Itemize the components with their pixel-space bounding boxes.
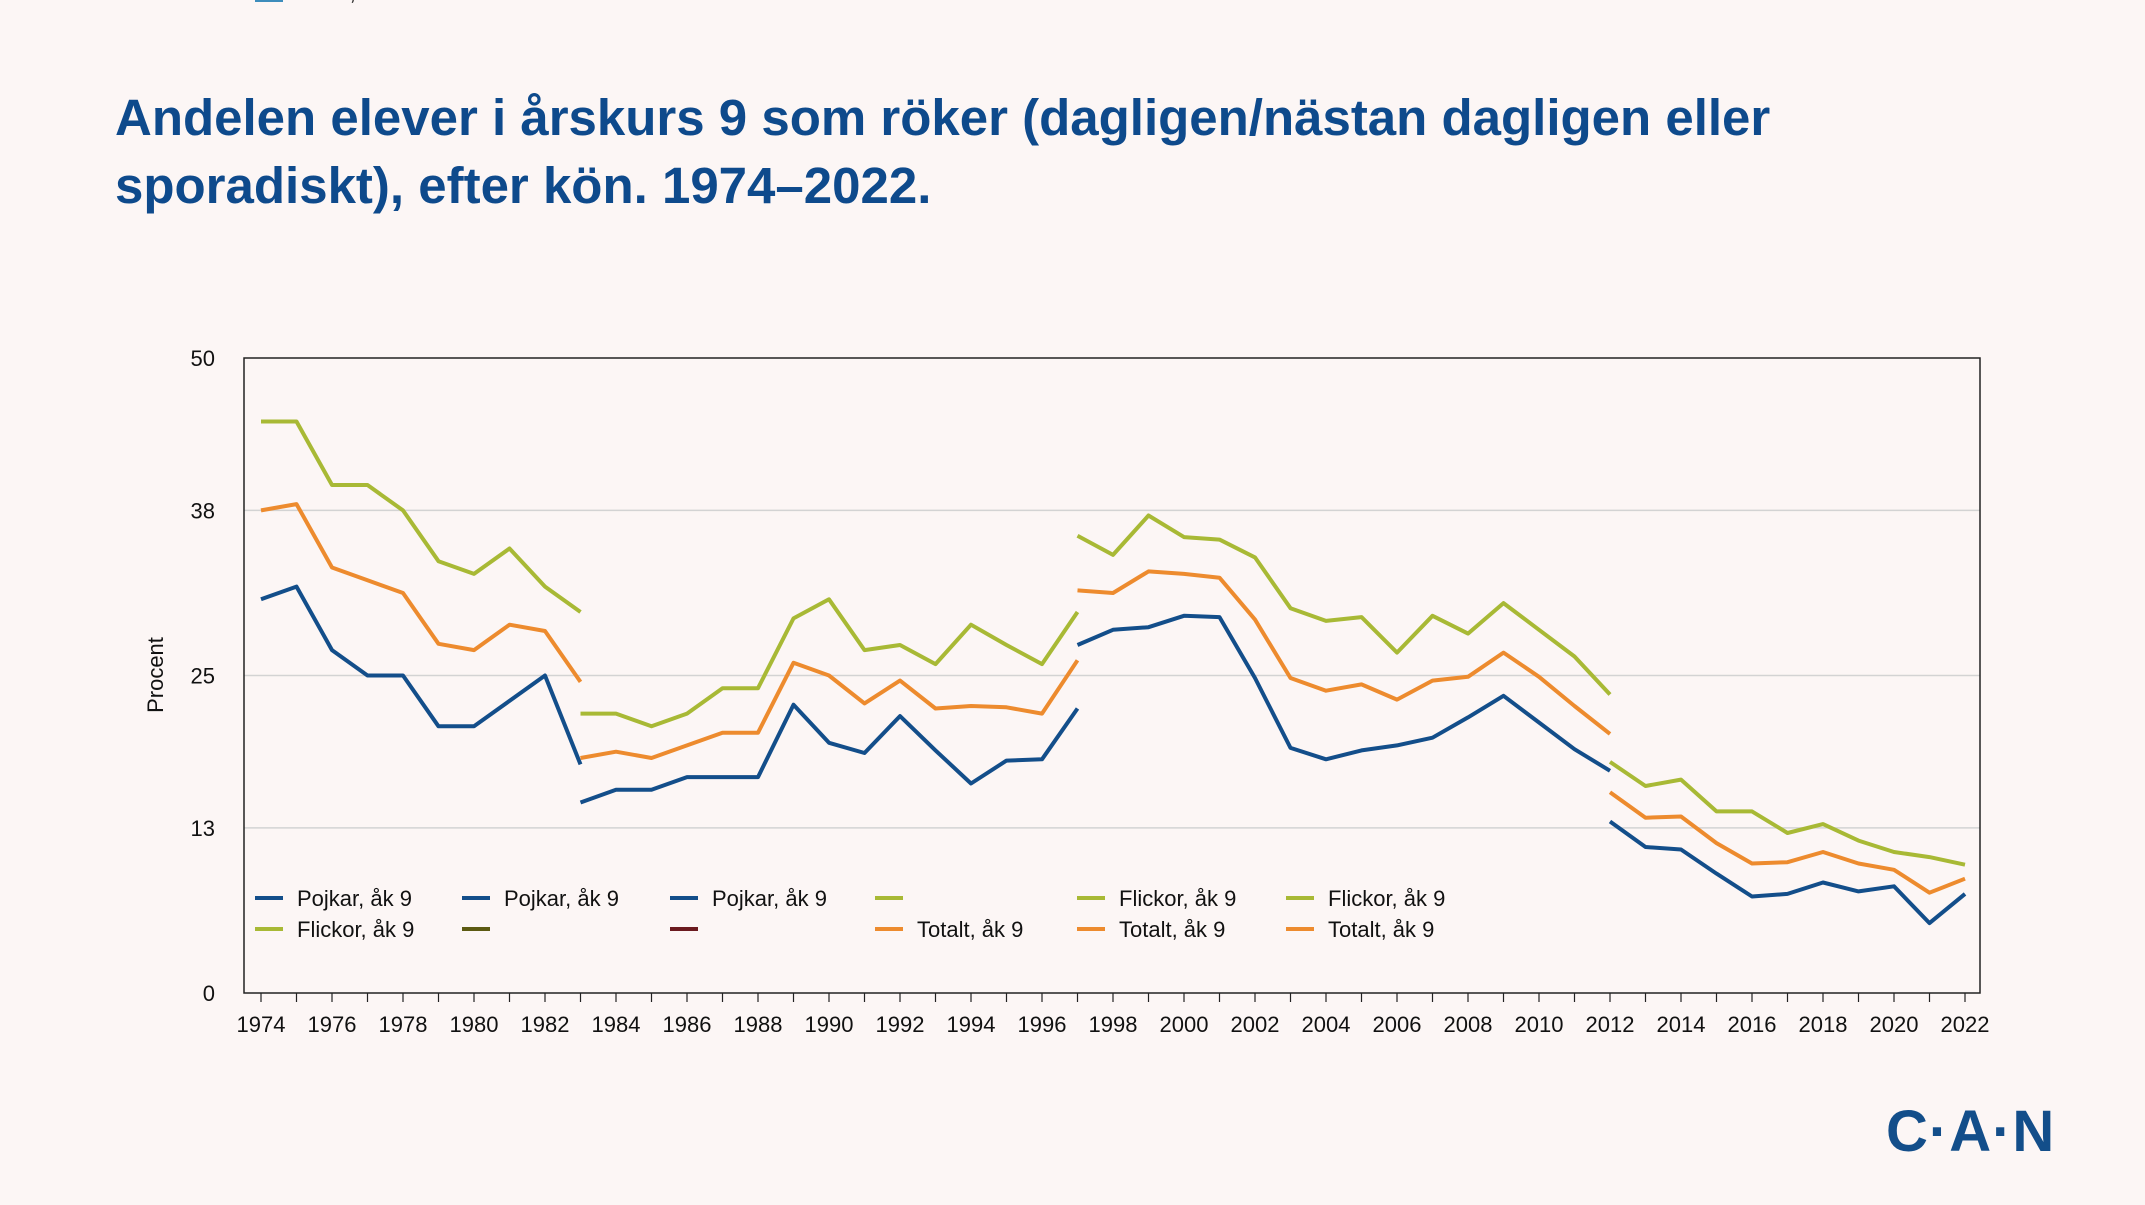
- x-tick-label: 2012: [1586, 1012, 1635, 1037]
- x-tick-label: 2014: [1657, 1012, 1706, 1037]
- x-tick-label: 1988: [734, 1012, 783, 1037]
- page-title: Andelen elever i årskurs 9 som röker (da…: [115, 89, 1771, 214]
- x-tick-label: 1974: [237, 1012, 286, 1037]
- x-tick-label: 1994: [947, 1012, 996, 1037]
- series-line-flickor-k-9: [261, 419, 582, 614]
- series-line-totalt-k-9: [1608, 790, 1966, 895]
- x-tick-label: 2016: [1728, 1012, 1777, 1037]
- x-tick-label: 2022: [1941, 1012, 1990, 1037]
- y-tick-label: 38: [191, 498, 215, 523]
- can-logo: C·A·N: [1886, 1099, 2056, 1164]
- legend-label: Flickor, åk 9: [1328, 886, 1445, 911]
- legend: Pojkar, åk 9 Pojkar, åk 9 Pojkar, åk 9 Flic…: [255, 0, 1445, 942]
- x-tick-label: 1990: [805, 1012, 854, 1037]
- x-tick-labels: 1974 1976 1978 1980 1982 1984 1986 1988 1990 1992…: [237, 993, 1990, 1037]
- legend-label: Flickor, åk 9: [1119, 886, 1236, 911]
- series-lines: [260, 419, 1967, 926]
- x-tick-label: 2000: [1160, 1012, 1209, 1037]
- legend-label: Totalt, åk 9: [917, 917, 1023, 942]
- y-tick-label: 25: [191, 664, 215, 689]
- series-line-pojkar-k-9: [1076, 613, 1612, 773]
- legend-label: Pojkar, åk 9: [297, 886, 412, 911]
- x-tick-label: 2010: [1515, 1012, 1564, 1037]
- x-tick-label: 1976: [308, 1012, 357, 1037]
- legend-label: Flickor, åk 9: [297, 917, 414, 942]
- x-tick-label: 2018: [1799, 1012, 1848, 1037]
- legend-label: Totalt, åk 9: [1119, 917, 1225, 942]
- x-tick-label: 2002: [1231, 1012, 1280, 1037]
- series-line-flickor-k-9: [1608, 760, 1966, 867]
- y-axis-label: Procent: [143, 637, 168, 713]
- x-tick-label: 1980: [450, 1012, 499, 1037]
- y-tick-labels: 0 13 25 38 50: [191, 346, 215, 1006]
- y-tick-label: 13: [191, 816, 215, 841]
- plot-frame: [243, 357, 1981, 994]
- x-tick-label: 1978: [379, 1012, 428, 1037]
- y-tick-label: 0: [203, 981, 215, 1006]
- series-line-totalt-k-9: [260, 502, 583, 684]
- x-tick-label: 2006: [1373, 1012, 1422, 1037]
- series-line-totalt-k-9: [1077, 569, 1612, 736]
- legend-label: Totalt, åk 9: [297, 0, 403, 5]
- x-tick-label: 1992: [876, 1012, 925, 1037]
- x-tick-label: 1982: [521, 1012, 570, 1037]
- series-line-pojkar-k-9: [1608, 819, 1967, 926]
- x-tick-label: 1984: [592, 1012, 641, 1037]
- series-line-flickor-k-9: [580, 597, 1080, 729]
- x-tick-label: 1998: [1089, 1012, 1138, 1037]
- y-tick-label: 50: [191, 346, 215, 371]
- series-line-pojkar-k-9: [260, 584, 583, 766]
- grid-lines: [244, 509, 1980, 829]
- x-tick-label: 2008: [1444, 1012, 1493, 1037]
- x-tick-label: 1996: [1018, 1012, 1067, 1037]
- series-line-flickor-k-9: [1076, 513, 1612, 696]
- legend-label: Pojkar, åk 9: [712, 886, 827, 911]
- x-tick-label: 1986: [663, 1012, 712, 1037]
- x-tick-label: 2004: [1302, 1012, 1351, 1037]
- series-line-pojkar-k-9: [579, 702, 1080, 805]
- x-tick-label: 2020: [1870, 1012, 1919, 1037]
- legend-label: Pojkar, åk 9: [504, 886, 619, 911]
- legend-label: Totalt, åk 9: [1328, 917, 1434, 942]
- series-line-totalt-k-9: [580, 659, 1080, 760]
